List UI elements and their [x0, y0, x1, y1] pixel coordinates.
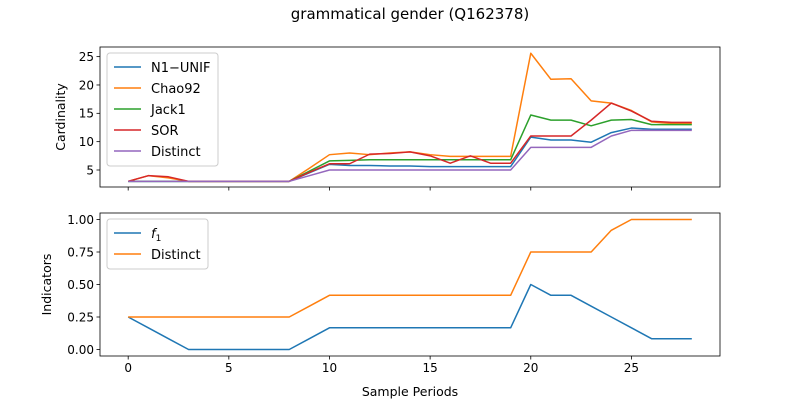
axes-frame [99, 46, 721, 188]
legend-label: Distinct [151, 248, 201, 263]
series-line-distinct [128, 129, 692, 183]
y-tick-label: 5 [86, 163, 94, 177]
x-axis-label: Sample Periods [362, 384, 458, 399]
y-tick-label: 0.25 [67, 310, 94, 324]
legend-label: f1 [151, 227, 161, 244]
legend-label: Chao92 [151, 82, 201, 97]
x-tick-label: 10 [322, 361, 337, 375]
x-tick-label: 15 [422, 361, 437, 375]
figure-title: grammatical gender (Q162378) [291, 5, 529, 23]
legend-box [106, 52, 219, 167]
legend-box [106, 218, 209, 270]
x-tick-label: 0 [124, 361, 132, 375]
legend-label: N1−UNIF [151, 61, 210, 76]
x-tick-label: 5 [225, 361, 233, 375]
y-tick-label: 0.75 [67, 245, 94, 259]
y-tick-label: 20 [79, 78, 94, 92]
cardinality-subplot: 5 10 15 20 25 Cardinality N1−UNIF Chao92 Jack1 SO… [53, 46, 721, 191]
y-axis-label: Cardinality [53, 83, 68, 151]
x-tick-label: 25 [624, 361, 639, 375]
legend-label: SOR [151, 124, 179, 139]
y-tick-label: 1.00 [67, 213, 94, 227]
y-tick-label: 0.50 [67, 278, 94, 292]
indicators-subplot: 0 5 10 15 20 25 0.00 0.25 0.50 0.75 1.00 Indicators… [39, 212, 721, 399]
series-line-f1 [127, 283, 692, 351]
x-tick-label: 20 [523, 361, 538, 375]
y-axis-label: Indicators [39, 254, 54, 316]
legend-label: Jack1 [150, 103, 186, 118]
legend-label: Distinct [151, 145, 201, 160]
series-line-distinct [128, 218, 692, 318]
y-tick-label: 25 [79, 50, 94, 64]
y-tick-label: 10 [79, 135, 94, 149]
y-tick-label: 0.00 [67, 343, 94, 357]
y-tick-label: 15 [79, 107, 94, 121]
